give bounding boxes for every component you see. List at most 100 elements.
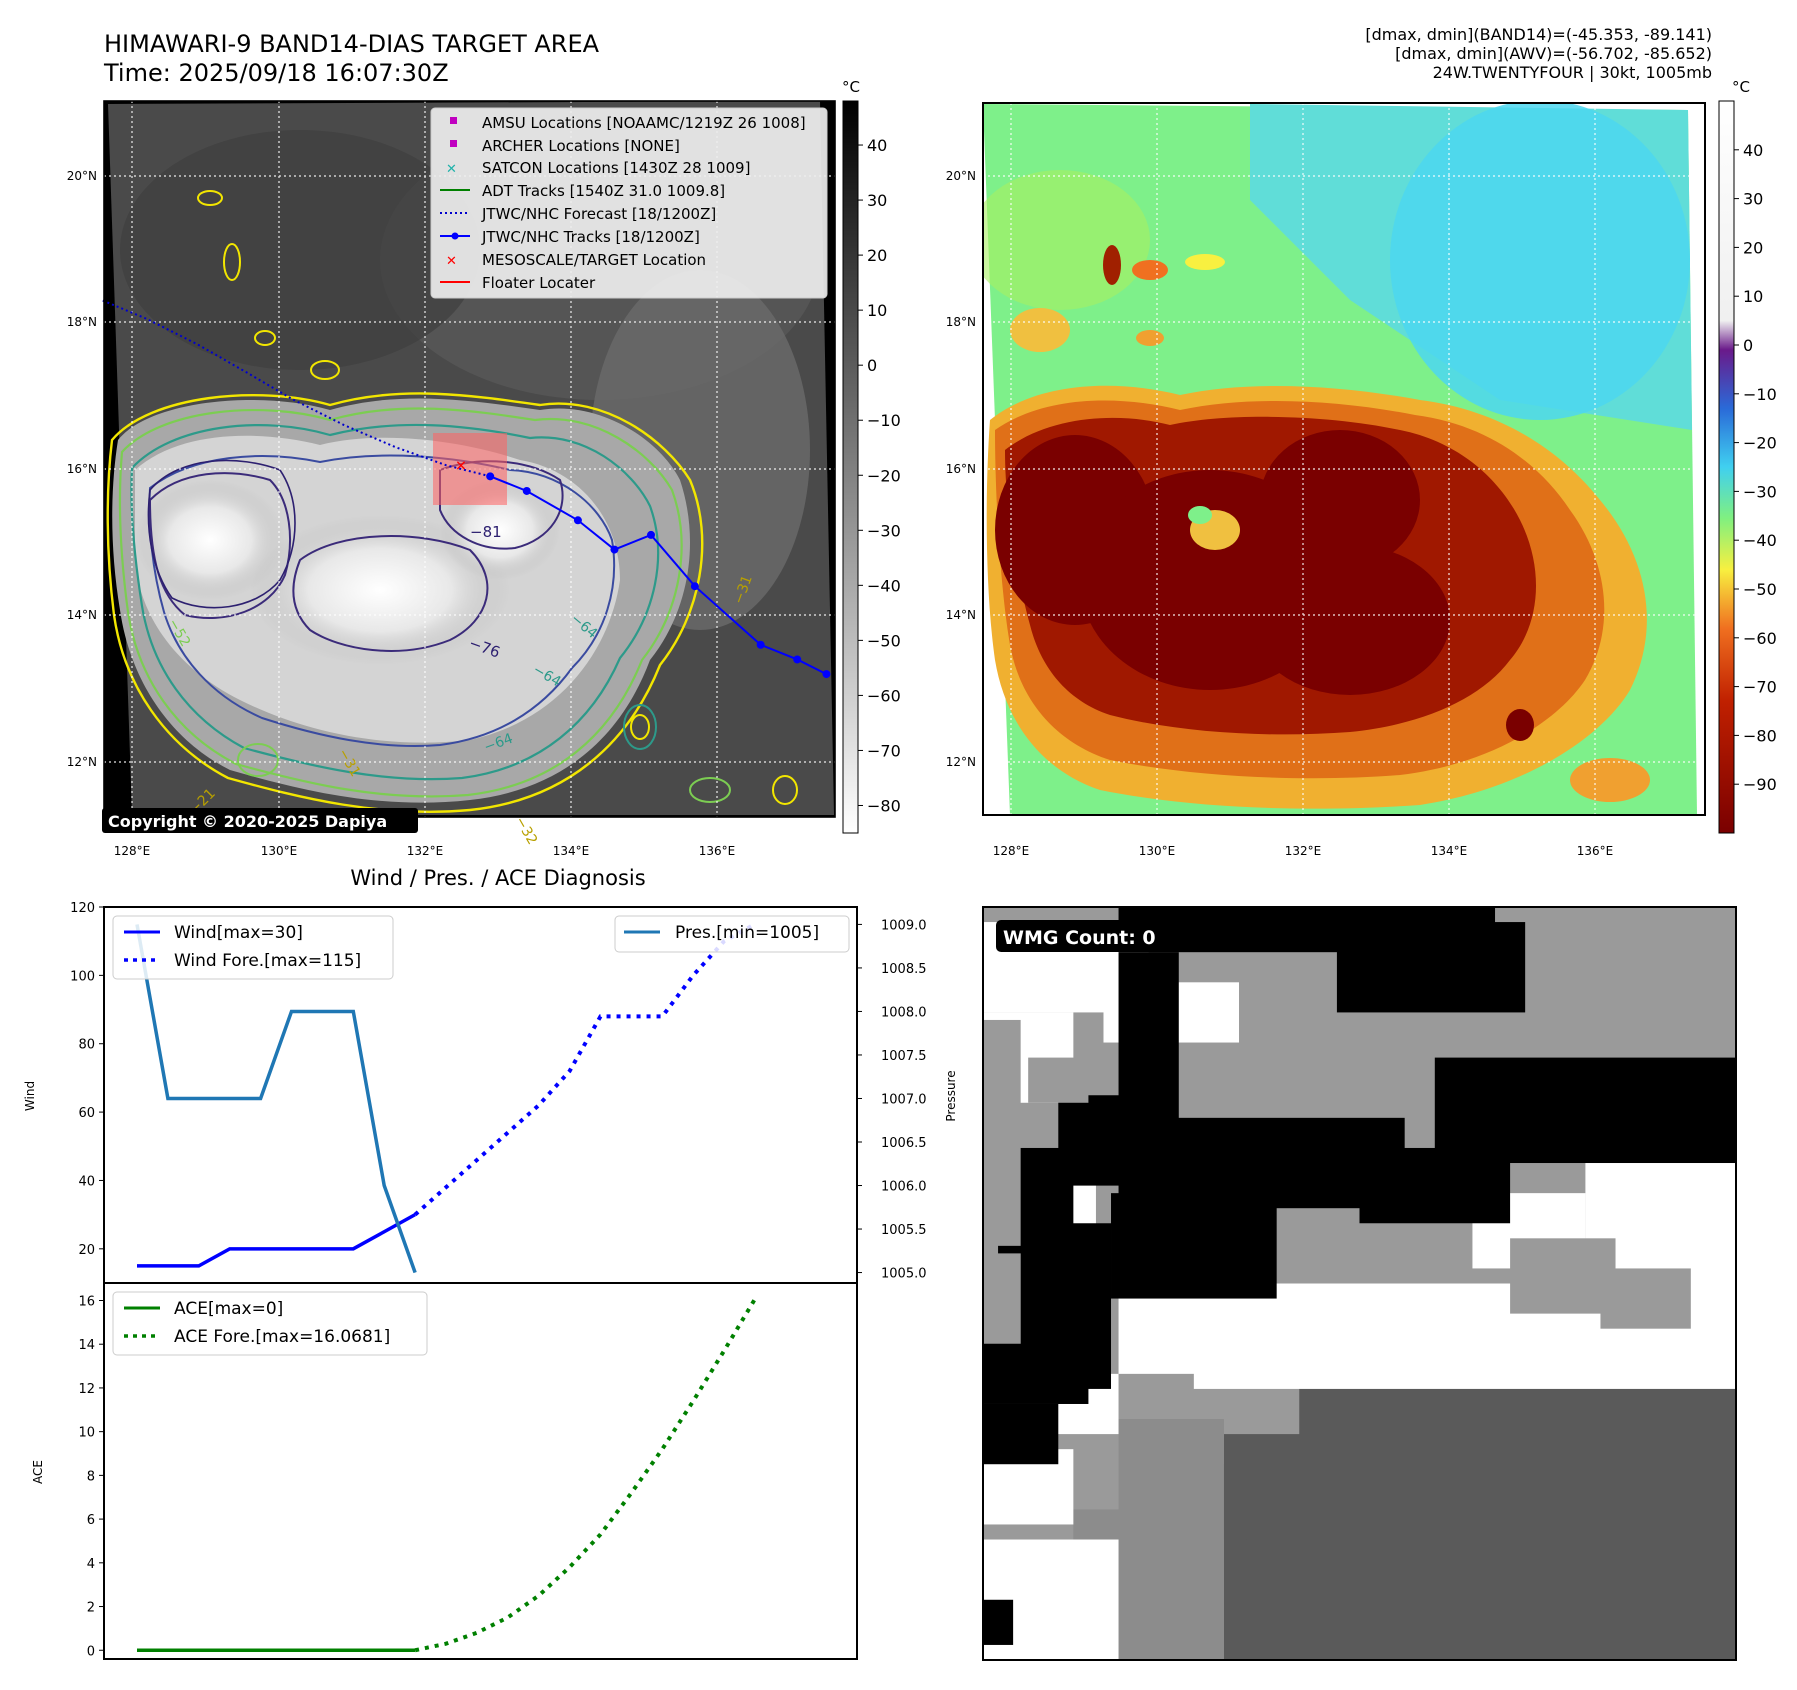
colorbar-tick-label: 10 <box>867 301 887 320</box>
wind-tick-label: 60 <box>78 1106 95 1121</box>
lon-tick: 134°E <box>553 844 590 858</box>
target-marker: ✕ <box>455 458 467 474</box>
wmg-block <box>1336 922 1526 1013</box>
track-point <box>573 516 582 525</box>
map-legend: AMSU Locations [NOAAMC/1219Z 26 1008] AR… <box>430 107 828 299</box>
colorbar-tick-label: −30 <box>1743 482 1777 501</box>
legend-target: MESOSCALE/TARGET Location <box>482 251 706 269</box>
wmg-block <box>1359 1147 1511 1224</box>
info-line-2: [dmax, dmin](AWV)=(-56.702, -85.652) <box>1395 44 1712 63</box>
colorbar-tick-label: 40 <box>1743 141 1763 160</box>
legend-adt: ADT Tracks [1540Z 31.0 1009.8] <box>482 182 725 200</box>
color-map-panel: 128°E 130°E 132°E 134°E 136°E 20°N 18°N … <box>946 102 1706 858</box>
ace-tick-label: 4 <box>87 1557 95 1572</box>
lat-tick: 12°N <box>67 755 97 769</box>
legend-wind-fore: Wind Fore.[max=115] <box>174 951 361 971</box>
wmg-block <box>1600 1268 1691 1329</box>
wind-tick-label: 20 <box>78 1243 95 1258</box>
legend-tracks: JTWC/NHC Tracks [18/1200Z] <box>481 228 700 246</box>
lat-tick: 20°N <box>67 169 97 183</box>
track-point <box>690 582 699 591</box>
colorbar-tick-label: −60 <box>1743 629 1777 648</box>
pressure-legend: Pres.[min=1005] <box>614 915 850 953</box>
colorbar-tick-label: 10 <box>1743 287 1763 306</box>
info-line-1: [dmax, dmin](BAND14)=(-45.353, -89.141) <box>1365 25 1712 44</box>
track-point <box>486 472 495 481</box>
lat-tick: 12°N <box>946 755 976 769</box>
ace-legend: ACE[max=0] ACE Fore.[max=16.0681] <box>112 1291 428 1356</box>
colorbar-unit: °C <box>1732 78 1750 96</box>
wmg-block <box>1299 1373 1736 1660</box>
track-point <box>822 670 831 679</box>
lon-tick: 128°E <box>114 844 151 858</box>
pressure-tick-label: 1008.0 <box>881 1005 927 1020</box>
pressure-tick-label: 1007.0 <box>881 1092 927 1107</box>
colorbar-tick-label: −90 <box>1743 775 1777 794</box>
lat-tick: 14°N <box>946 608 976 622</box>
ace-axis-label: ACE <box>31 1460 45 1484</box>
wmg-block <box>983 1343 1089 1404</box>
legend-ace: ACE[max=0] <box>174 1299 283 1319</box>
wind-axis-label: Wind <box>23 1081 37 1111</box>
colorbar-tick-label: −40 <box>1743 531 1777 550</box>
lon-tick: 136°E <box>1577 844 1614 858</box>
colorbar-tick-label: −10 <box>1743 385 1777 404</box>
lat-tick: 14°N <box>67 608 97 622</box>
pressure-tick-label: 1007.5 <box>881 1049 927 1064</box>
wind-pressure-chart: 120 100 80 60 40 20 1009.0 1008.5 1008.0 1007.5 1… <box>23 901 958 1284</box>
lon-tick: 130°E <box>261 844 298 858</box>
colorbar-unit: °C <box>842 78 860 96</box>
wmg-block <box>1118 1117 1405 1209</box>
colorbar-tick-label: −80 <box>1743 726 1777 745</box>
colorbar-tick-label: −70 <box>867 741 901 760</box>
wmg-block <box>1111 1193 1277 1299</box>
wmg-block <box>983 1019 1021 1246</box>
ace-tick-label: 6 <box>87 1513 95 1528</box>
legend-ace-fore: ACE Fore.[max=16.0681] <box>174 1327 390 1347</box>
pressure-tick-label: 1005.0 <box>881 1267 927 1282</box>
colorbar-tick-label: −20 <box>1743 434 1777 453</box>
track-layer: ✕ <box>102 299 831 679</box>
pressure-tick-label: 1006.5 <box>881 1136 927 1151</box>
lat-tick: 20°N <box>946 169 976 183</box>
track-point <box>522 486 531 495</box>
lat-tick: 18°N <box>946 315 976 329</box>
wmg-block <box>1510 1238 1616 1314</box>
lat-tick: 18°N <box>67 315 97 329</box>
pressure-tick-label: 1005.5 <box>881 1223 927 1238</box>
ace-tick-label: 8 <box>87 1469 95 1484</box>
contour-label: −81 <box>470 523 502 541</box>
wind-forecast-line <box>413 922 756 1217</box>
colorbar-tick-label: −50 <box>867 631 901 650</box>
figure-title: HIMAWARI-9 BAND14-DIAS TARGET AREA <box>104 30 600 58</box>
colorbar-tick-label: 0 <box>867 356 877 375</box>
diag-title: Wind / Pres. / ACE Diagnosis <box>350 866 645 890</box>
pressure-axis-label: Pressure <box>944 1070 958 1121</box>
forecast-track-line <box>102 299 491 478</box>
legend-satcon: SATCON Locations [1430Z 28 1009] <box>482 159 750 177</box>
figure-time: Time: 2025/09/18 16:07:30Z <box>103 59 449 87</box>
legend-amsu: AMSU Locations [NOAAMC/1219Z 26 1008] <box>482 114 806 132</box>
legend-archer: ARCHER Locations [NONE] <box>482 137 680 155</box>
wind-tick-label: 100 <box>70 969 95 984</box>
pressure-series-line <box>135 924 417 1274</box>
colorbar-tick-label: 20 <box>867 246 887 265</box>
ace-tick-label: 2 <box>87 1601 95 1616</box>
ace-tick-label: 12 <box>78 1382 95 1397</box>
colorbar-gray: °C 40 30 20 10 0 −10 −20 −30 −40 −50 −60 −70 −80 <box>842 78 901 834</box>
colorbar-tick-label: −20 <box>867 466 901 485</box>
ir-map-panel: ✕ −81 −76 −64 −64 −64 −31 −31 −32 −21 −5… <box>67 100 836 858</box>
wind-tick-label: 40 <box>78 1174 95 1189</box>
ace-tick-label: 0 <box>87 1644 95 1659</box>
svg-text:✕: ✕ <box>446 254 457 269</box>
colorbar-tick-label: −70 <box>1743 678 1777 697</box>
info-line-3: 24W.TWENTYFOUR | 30kt, 1005mb <box>1433 63 1712 82</box>
track-point <box>756 640 765 649</box>
ace-chart: 16 14 12 10 8 6 4 2 0 ACE ACE[max=0] ACE Fore.[m… <box>31 1282 858 1660</box>
wind-series-line <box>137 1213 416 1268</box>
ace-tick-label: 16 <box>78 1294 95 1309</box>
legend-forecast: JTWC/NHC Forecast [18/1200Z] <box>481 205 716 223</box>
ace-tick-label: 14 <box>78 1338 95 1353</box>
wmg-block <box>983 1403 1059 1465</box>
